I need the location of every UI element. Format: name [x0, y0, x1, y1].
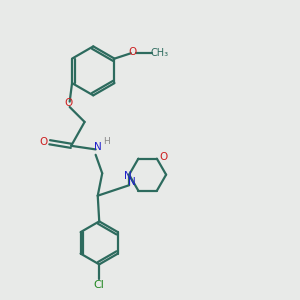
Text: N: N — [94, 142, 102, 152]
Text: N: N — [128, 177, 135, 187]
Text: CH₃: CH₃ — [150, 48, 168, 58]
Text: O: O — [64, 98, 73, 108]
Text: N: N — [124, 171, 131, 181]
Text: Cl: Cl — [94, 280, 105, 290]
Text: O: O — [159, 152, 168, 162]
Text: O: O — [40, 137, 48, 147]
Text: H: H — [103, 137, 110, 146]
Text: O: O — [128, 47, 136, 57]
